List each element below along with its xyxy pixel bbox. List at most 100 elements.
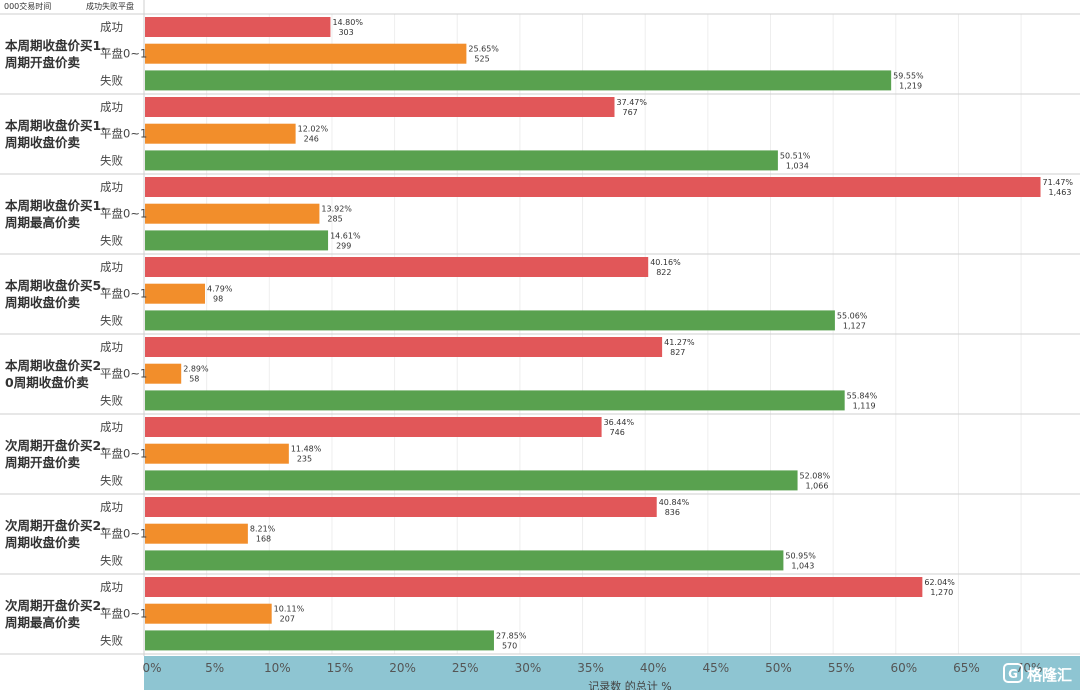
bar xyxy=(145,363,182,384)
bar-pct-label: 27.85% xyxy=(496,631,527,640)
bar-count-label: 1,043 xyxy=(791,561,814,570)
x-tick-label: 35% xyxy=(577,661,604,675)
G-logo-icon xyxy=(1003,663,1023,683)
bar-pct-label: 55.06% xyxy=(837,311,868,320)
x-tick-label: 10% xyxy=(264,661,291,675)
bar xyxy=(145,310,835,331)
bar xyxy=(145,577,923,597)
category-label: 失败 xyxy=(100,73,123,87)
category-label: 失败 xyxy=(100,233,123,247)
x-tick-label: 0% xyxy=(142,661,161,675)
category-label: 成功 xyxy=(100,340,123,354)
bar-pct-label: 11.48% xyxy=(291,445,322,454)
category-label: 成功 xyxy=(100,100,123,114)
bar-pct-label: 71.47% xyxy=(1043,178,1074,187)
group-label: 本周期收盘价买5. xyxy=(5,278,106,293)
group-label: 次周期开盘价买2. xyxy=(5,438,106,453)
x-tick-label: 5% xyxy=(205,661,224,675)
bar-pct-label: 62.04% xyxy=(924,578,955,587)
category-label: 失败 xyxy=(100,553,123,567)
bar-count-label: 1,034 xyxy=(786,161,809,170)
category-label: 平盘0~1 xyxy=(100,287,147,301)
category-label: 失败 xyxy=(100,153,123,167)
bar-count-label: 299 xyxy=(336,241,351,250)
category-label: 成功 xyxy=(100,580,123,594)
group-label: 次周期开盘价买2. xyxy=(5,518,106,533)
group-label: 本周期收盘价买1. xyxy=(5,118,106,133)
bar-pct-label: 40.16% xyxy=(650,258,681,267)
x-tick-label: 20% xyxy=(389,661,416,675)
bar-pct-label: 41.27% xyxy=(664,338,695,347)
bar xyxy=(145,283,206,304)
bar-count-label: 836 xyxy=(665,508,680,517)
bar-pct-label: 10.11% xyxy=(274,605,305,614)
x-tick-label: 65% xyxy=(953,661,980,675)
bar-pct-label: 52.08% xyxy=(800,471,831,480)
bar-pct-label: 50.51% xyxy=(780,151,811,160)
bar xyxy=(145,443,289,464)
group-label: 周期收盘价卖 xyxy=(5,535,81,550)
category-label: 成功 xyxy=(100,20,123,34)
bar-count-label: 1,066 xyxy=(806,481,829,490)
x-axis-ticks: 0% 5% 10% 15% 20% 25% 30% 35% 40% 45% 50% 55% 60% 65%… xyxy=(142,661,1042,675)
bar-pct-label: 14.61% xyxy=(330,231,361,240)
group-label: 周期最高价卖 xyxy=(5,615,81,630)
category-label: 平盘0~1 xyxy=(100,527,147,541)
group-label: 本周期收盘价买1. xyxy=(5,198,106,213)
category-label: 失败 xyxy=(100,633,123,647)
category-label: 平盘0~1 xyxy=(100,607,147,621)
bar-count-label: 827 xyxy=(670,348,685,357)
bar xyxy=(145,390,845,411)
bar xyxy=(145,17,331,37)
bar-pct-label: 59.55% xyxy=(893,71,924,80)
bar-count-label: 767 xyxy=(622,108,637,117)
bar xyxy=(145,203,320,224)
bar-count-label: 1,270 xyxy=(930,588,953,597)
group-separators xyxy=(0,0,1080,656)
group-label: 周期最高价卖 xyxy=(5,215,81,230)
bar-pct-label: 55.84% xyxy=(847,391,878,400)
group-label: 周期开盘价卖 xyxy=(5,455,81,470)
category-label: 成功 xyxy=(100,260,123,274)
bar-count-label: 746 xyxy=(610,428,625,437)
group-label: 周期收盘价卖 xyxy=(5,295,81,310)
watermark-text: 格隆汇 xyxy=(1027,666,1072,684)
x-axis-label: 记录数 的总计 % xyxy=(588,679,671,690)
bar-pct-label: 8.21% xyxy=(250,525,276,534)
bar xyxy=(145,150,778,171)
category-label: 失败 xyxy=(100,393,123,407)
category-label: 成功 xyxy=(100,180,123,194)
bar-count-label: 246 xyxy=(304,135,319,144)
group-label: 本周期收盘价买2 xyxy=(5,358,101,373)
bar xyxy=(145,123,296,144)
x-tick-label: 60% xyxy=(890,661,917,675)
bar-pct-label: 50.95% xyxy=(785,551,816,560)
group-label: 0周期收盘价卖 xyxy=(5,375,89,390)
group-label: 次周期开盘价买2. xyxy=(5,598,106,613)
bar xyxy=(145,550,784,571)
bar-count-label: 1,219 xyxy=(899,81,922,90)
category-label: 成功 xyxy=(100,420,123,434)
x-tick-label: 40% xyxy=(640,661,667,675)
bar xyxy=(145,230,329,251)
bar xyxy=(145,177,1041,197)
bar-pct-label: 13.92% xyxy=(321,205,352,214)
bar xyxy=(145,417,602,437)
bar xyxy=(145,97,615,117)
x-tick-label: 45% xyxy=(703,661,730,675)
bar-pct-label: 25.65% xyxy=(468,45,499,54)
bar-count-label: 168 xyxy=(256,535,271,544)
x-tick-label: 55% xyxy=(828,661,855,675)
bar-pct-label: 12.02% xyxy=(298,125,329,134)
category-label: 失败 xyxy=(100,313,123,327)
category-label: 平盘0~1 xyxy=(100,207,147,221)
bar-count-label: 525 xyxy=(474,55,489,64)
bar xyxy=(145,603,272,624)
category-label: 平盘0~1 xyxy=(100,127,147,141)
bar xyxy=(145,70,892,91)
bar xyxy=(145,43,467,64)
category-label: 成功 xyxy=(100,500,123,514)
x-tick-label: 25% xyxy=(452,661,479,675)
